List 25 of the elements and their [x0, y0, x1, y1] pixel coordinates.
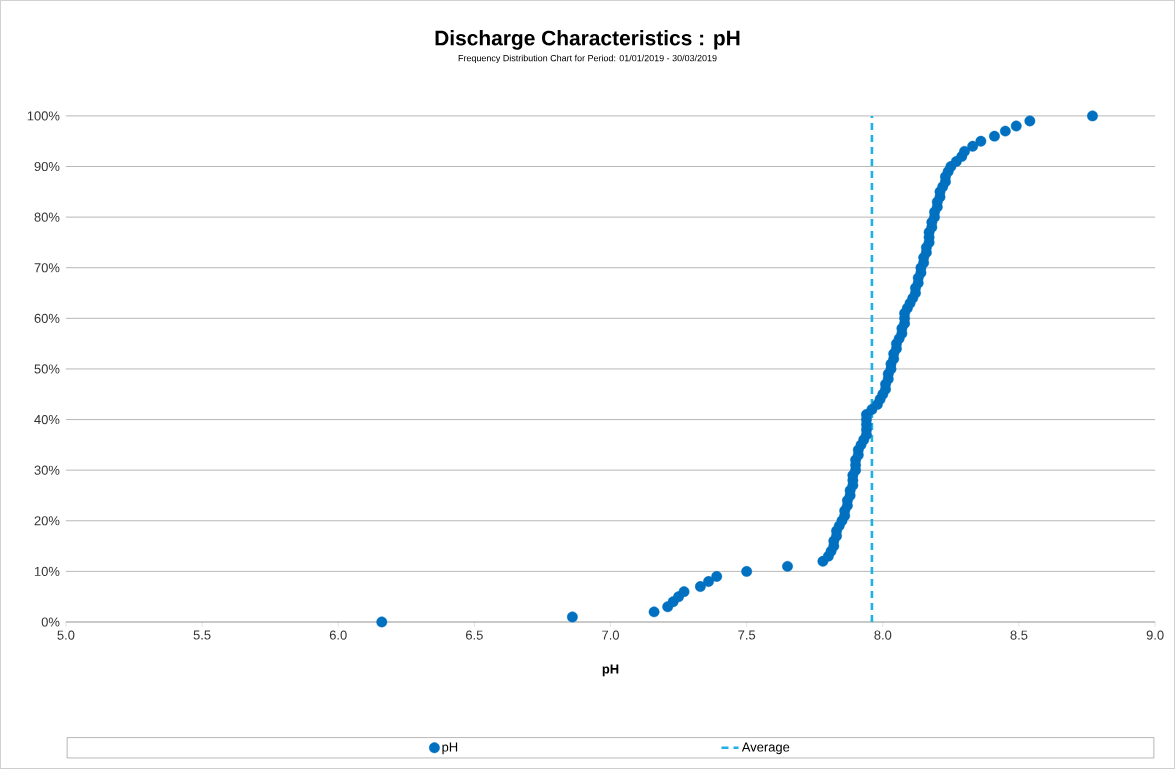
y-tick-label: 50% — [34, 364, 60, 374]
y-tick-label: 60% — [34, 313, 60, 323]
y-tick-label: 100% — [27, 111, 60, 121]
y-tick-label: 40% — [34, 415, 60, 425]
x-tick-label: 8.5 — [1010, 630, 1028, 640]
y-tick-label: 30% — [34, 465, 60, 475]
x-tick-label: 6.5 — [466, 630, 483, 640]
y-tick-label: 70% — [34, 263, 60, 273]
legend-label: pH — [442, 742, 458, 755]
x-tick-label: 7.5 — [738, 630, 756, 640]
y-tick-label: 0% — [41, 617, 60, 627]
x-tick-label: 8.0 — [874, 630, 892, 640]
chart-title: Discharge Characteristics : pH — [435, 30, 740, 50]
y-tick-label: 90% — [34, 161, 60, 172]
chart-subtitle: Frequency Distribution Chart for Period: 01/01/2019 - 30/03/2019 — [458, 54, 717, 64]
y-tick-label: 20% — [34, 516, 60, 526]
legend-label: Average — [741, 742, 790, 755]
x-axis-title: pH — [602, 664, 619, 677]
x-tick-label: 5.5 — [193, 630, 211, 640]
y-tick-label: 10% — [34, 566, 60, 576]
x-tick-label: 6.0 — [329, 630, 347, 640]
y-tick-label: 80% — [34, 212, 60, 222]
x-tick-label: 5.0 — [57, 630, 75, 640]
x-tick-label: 9.0 — [1146, 630, 1164, 640]
x-tick-label: 7.0 — [602, 630, 620, 640]
